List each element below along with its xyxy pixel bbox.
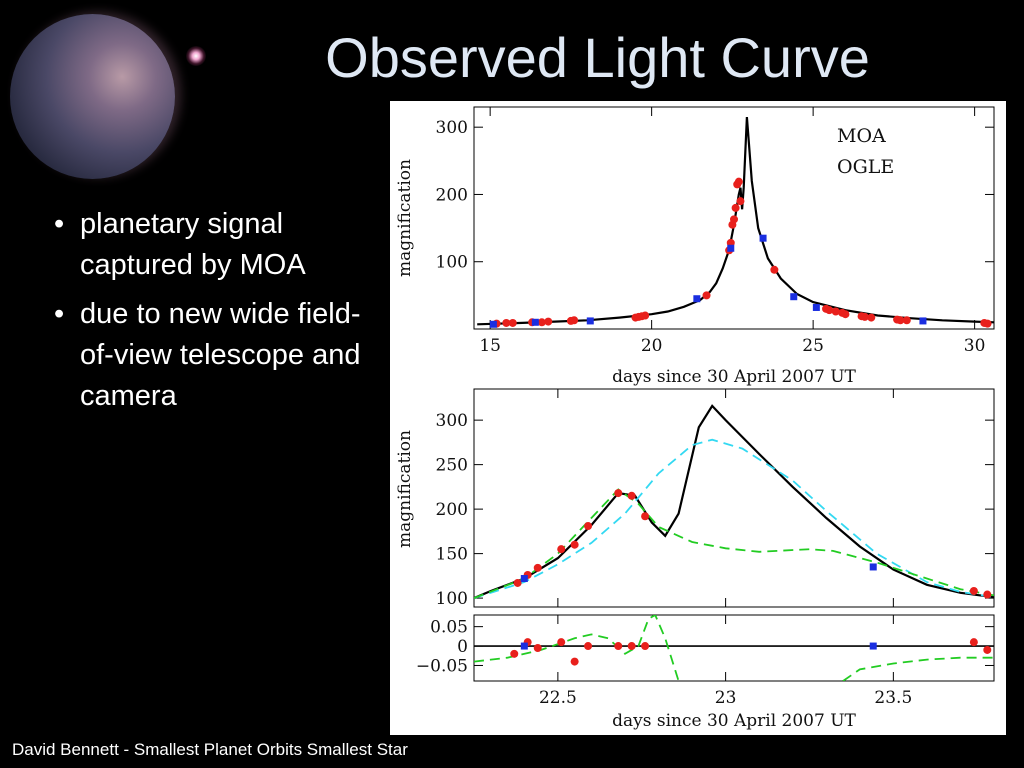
x-tick-label: 23.5 <box>874 688 912 708</box>
moa-data-point <box>969 638 978 647</box>
moa-data-point <box>831 307 840 316</box>
y-tick-label: 150 <box>436 545 468 565</box>
moa-data-point <box>627 491 636 500</box>
x-tick-label: 22.5 <box>539 688 577 708</box>
legend-moa: MOA <box>837 125 886 147</box>
plot-frame <box>473 106 995 330</box>
model-curve-planetary <box>474 404 994 600</box>
moa-data-point <box>983 590 992 599</box>
moa-data-point <box>641 311 650 320</box>
moa-data-point <box>770 265 779 274</box>
moa-data-point <box>557 545 566 554</box>
moa-data-point <box>584 522 593 531</box>
moa-data-point <box>983 319 992 328</box>
light-curve-svg: 100 200 300 15 20 25 30 magnification days since… <box>395 106 995 731</box>
x-tick-label: 15 <box>479 336 501 356</box>
ogle-data-point <box>812 303 820 311</box>
y-tick-label: 0 <box>457 637 468 657</box>
plot-frame <box>473 614 995 682</box>
model-curve-alternate <box>474 488 994 599</box>
moa-data-point <box>510 649 519 658</box>
ogle-data-point <box>693 295 701 303</box>
x-tick-label: 25 <box>802 336 824 356</box>
moa-data-point <box>736 197 745 206</box>
moa-data-point <box>502 318 511 327</box>
moa-data-point <box>537 318 546 327</box>
y-tick-label: 200 <box>436 185 468 205</box>
y-axis-label: magnification <box>395 430 415 548</box>
moa-data-point <box>533 563 542 572</box>
slide-footer: David Bennett - Smallest Planet Orbits S… <box>12 740 408 759</box>
ogle-data-point <box>531 318 539 326</box>
bullet-item: due to new wide field-of-view telescope … <box>50 294 370 417</box>
legend-ogle: OGLE <box>837 156 894 178</box>
moa-data-point <box>731 203 740 212</box>
x-axis-label: days since 30 April 2007 UT <box>612 367 856 387</box>
plot-area <box>477 117 994 328</box>
y-tick-label: −0.05 <box>416 656 468 676</box>
moa-data-point <box>584 642 593 651</box>
ogle-data-point <box>869 642 877 650</box>
ogle-data-point <box>759 234 767 242</box>
y-tick-label: 200 <box>436 500 468 520</box>
plot-frame <box>473 388 995 608</box>
y-tick-label: 0.05 <box>430 618 468 638</box>
moa-data-point <box>544 317 553 326</box>
plot-area <box>474 404 994 600</box>
moa-data-point <box>825 306 834 315</box>
ogle-data-point <box>869 563 877 571</box>
moa-data-point <box>641 642 650 651</box>
x-axis-label: days since 30 April 2007 UT <box>612 711 856 731</box>
planet-illustration <box>10 14 175 179</box>
ogle-data-point <box>586 317 594 325</box>
y-tick-label: 300 <box>436 118 468 138</box>
moa-data-point <box>570 540 579 549</box>
y-tick-label: 300 <box>436 411 468 431</box>
moa-data-point <box>627 642 636 651</box>
moa-data-point <box>513 578 522 587</box>
y-tick-label: 100 <box>436 253 468 273</box>
moa-data-point <box>641 512 650 521</box>
moa-data-point <box>614 489 623 498</box>
light-curve-figure: 100 200 300 15 20 25 30 magnification days since… <box>390 101 1006 735</box>
model-curve-planetary <box>477 117 994 326</box>
ogle-data-point <box>727 244 735 252</box>
x-tick-label: 20 <box>641 336 663 356</box>
moa-data-point <box>614 642 623 651</box>
ogle-data-point <box>919 317 927 325</box>
moa-data-point <box>508 318 517 327</box>
moa-data-point <box>557 638 566 647</box>
moa-data-point <box>841 310 850 319</box>
moa-data-point <box>867 313 876 322</box>
moa-data-point <box>533 644 542 652</box>
moa-data-point <box>896 316 905 325</box>
moa-data-point <box>734 177 743 186</box>
x-tick-label: 23 <box>715 688 737 708</box>
bullet-list: planetary signal captured by MOA due to … <box>50 204 370 425</box>
moa-data-point <box>860 312 869 321</box>
moa-data-point <box>702 291 711 300</box>
y-tick-label: 250 <box>436 456 468 476</box>
ogle-data-point <box>489 320 497 328</box>
host-star-illustration <box>186 46 206 66</box>
moa-data-point <box>983 645 992 654</box>
model-curve-alternate <box>842 656 994 681</box>
plot-area <box>474 615 994 681</box>
moa-data-point <box>969 586 978 595</box>
x-tick-label: 30 <box>964 336 986 356</box>
moa-data-point <box>570 316 579 325</box>
bullet-item: planetary signal captured by MOA <box>50 204 370 286</box>
y-tick-label: 100 <box>436 589 468 609</box>
ogle-data-point <box>520 575 528 583</box>
moa-data-point <box>730 215 738 224</box>
moa-data-point <box>570 657 579 666</box>
ogle-data-point <box>520 642 528 650</box>
moa-data-point <box>902 316 911 325</box>
slide-title: Observed Light Curve <box>325 26 870 89</box>
ogle-data-point <box>790 293 798 301</box>
y-axis-label: magnification <box>395 159 415 277</box>
